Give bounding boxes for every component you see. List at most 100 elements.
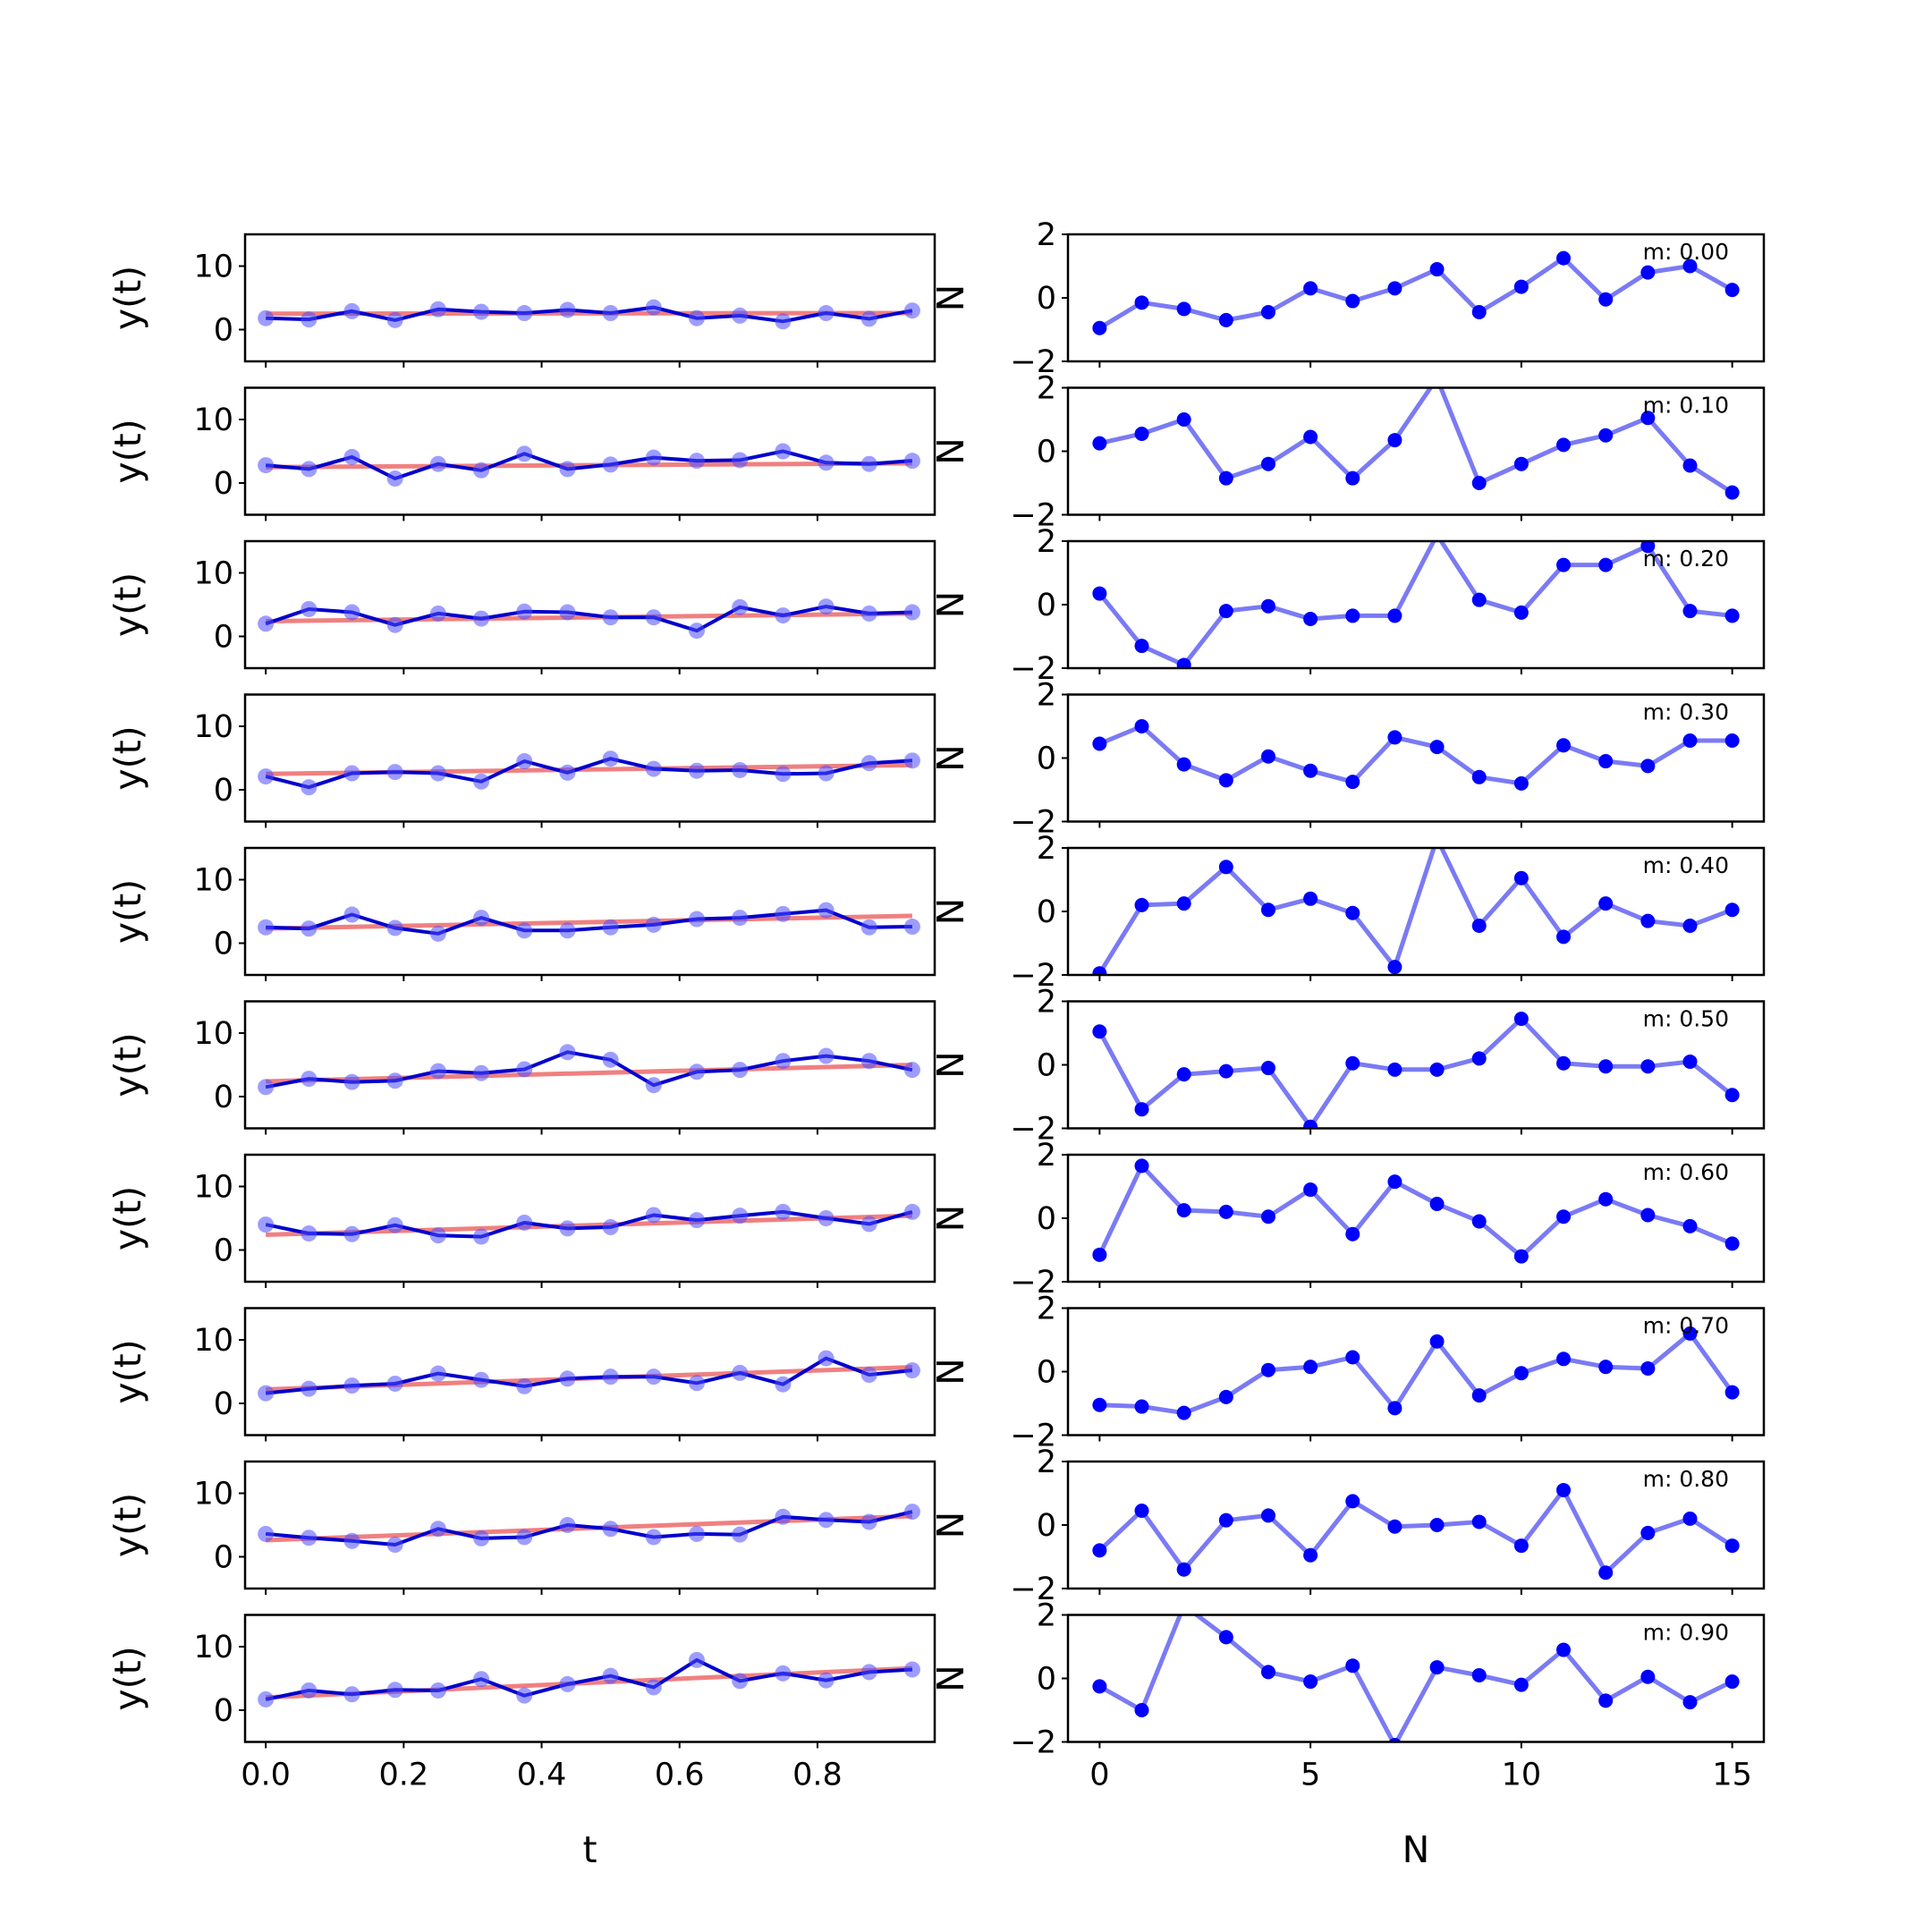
series-point — [1430, 831, 1445, 845]
data-point — [775, 443, 792, 460]
series-point — [1598, 292, 1614, 307]
data-point — [386, 1682, 403, 1699]
m-annotation: m: 0.10 — [1643, 393, 1729, 419]
data-point — [775, 607, 792, 624]
series-point — [1218, 470, 1233, 486]
data-point — [689, 309, 706, 326]
data-line — [265, 605, 912, 633]
right-ytick-label: 0 — [1037, 1201, 1056, 1237]
data-point — [689, 1212, 706, 1229]
right-ytick-label: 2 — [1037, 678, 1056, 714]
right-ylabel: N — [929, 591, 972, 619]
left-panel-3: 0 10 y(t) — [106, 539, 936, 674]
series-point — [1724, 608, 1740, 623]
right-xtick-label: 0 — [1089, 1758, 1109, 1793]
right-ytick-label: −2 — [1010, 1725, 1056, 1761]
series-point — [1092, 1679, 1107, 1694]
data-point — [473, 1371, 490, 1388]
series-point — [1724, 1236, 1740, 1251]
series-point — [1134, 897, 1149, 912]
data-point — [301, 1682, 318, 1699]
left-ytick-label: 10 — [193, 1477, 233, 1513]
data-point — [516, 1687, 533, 1704]
data-point — [559, 1220, 576, 1237]
left-ytick-label: 10 — [193, 402, 233, 438]
left-panel-frame — [243, 386, 936, 516]
data-point — [258, 1385, 275, 1402]
data-point — [301, 1530, 318, 1546]
left-ytick-label: 0 — [214, 1693, 233, 1729]
data-point — [301, 1071, 318, 1088]
series-point — [1682, 1218, 1698, 1233]
series-point — [1092, 586, 1107, 601]
left-xtick-label: 0.8 — [792, 1758, 843, 1793]
data-point — [386, 311, 403, 328]
m-annotation: m: 0.30 — [1643, 699, 1729, 725]
series-line — [1098, 724, 1733, 786]
data-point — [602, 750, 619, 767]
series-point — [1556, 1055, 1572, 1071]
series-point — [1387, 960, 1402, 975]
data-point — [903, 919, 920, 936]
data-point — [903, 1504, 920, 1521]
left-xtick-label: 0.4 — [517, 1758, 567, 1793]
series-point — [1218, 604, 1233, 619]
data-point — [860, 310, 877, 327]
left-panel-frame — [243, 1614, 936, 1743]
series-point — [1387, 730, 1402, 745]
series-point — [1260, 1061, 1275, 1076]
data-point — [386, 1375, 403, 1392]
right-xtick-label: 10 — [1502, 1758, 1542, 1793]
series-point — [1682, 604, 1698, 619]
data-point — [860, 1513, 877, 1530]
series-point — [1724, 733, 1740, 748]
series-point — [1556, 557, 1572, 572]
data-point — [343, 1686, 360, 1703]
right-ylabel: N — [929, 898, 972, 926]
series-point — [1471, 476, 1487, 490]
data-point — [258, 768, 275, 785]
left-ytick-label: 10 — [193, 1323, 233, 1359]
series-point — [1260, 902, 1275, 918]
data-point — [602, 1218, 619, 1235]
series-point — [1598, 1191, 1614, 1207]
data-point — [903, 1362, 920, 1379]
series-point — [1598, 428, 1614, 443]
data-point — [473, 773, 490, 790]
series-point — [1471, 1514, 1487, 1530]
series-point — [1682, 1326, 1698, 1341]
right-panel-8: −2 0 2 Nm: 0.70 — [929, 1292, 1766, 1454]
data-point — [775, 1203, 792, 1220]
data-point — [860, 919, 877, 936]
left-xtick-label: 0.2 — [378, 1758, 428, 1793]
m-annotation: m: 0.20 — [1643, 546, 1729, 572]
data-point — [301, 1225, 318, 1242]
data-point — [602, 456, 619, 473]
data-point — [775, 766, 792, 783]
right-ylabel: N — [929, 1665, 972, 1692]
series-point — [1433, 541, 1441, 542]
data-point — [301, 920, 318, 937]
data-point — [343, 1225, 360, 1242]
data-point — [732, 598, 749, 615]
right-panel-1: −2 0 2 Nm: 0.00 — [929, 217, 1766, 380]
data-point — [429, 1227, 446, 1244]
series-point — [1260, 1508, 1275, 1523]
right-ytick-label: 0 — [1037, 1508, 1056, 1544]
series-line — [1097, 1487, 1733, 1575]
data-point — [818, 1350, 835, 1367]
data-point — [818, 305, 835, 322]
series-point — [1218, 1063, 1233, 1079]
right-xlabel: N — [1402, 1828, 1430, 1871]
data-point — [386, 1216, 403, 1233]
data-point — [775, 313, 792, 330]
left-ylabel: y(t) — [106, 1493, 149, 1557]
series-point — [1724, 1088, 1740, 1103]
series-line — [1097, 1016, 1734, 1129]
series-point — [1429, 262, 1445, 277]
left-panel-frame — [243, 846, 936, 977]
data-point — [602, 609, 619, 626]
series-point — [1598, 557, 1614, 572]
right-xtick-label: 5 — [1301, 1758, 1320, 1793]
series-point — [1513, 870, 1529, 886]
